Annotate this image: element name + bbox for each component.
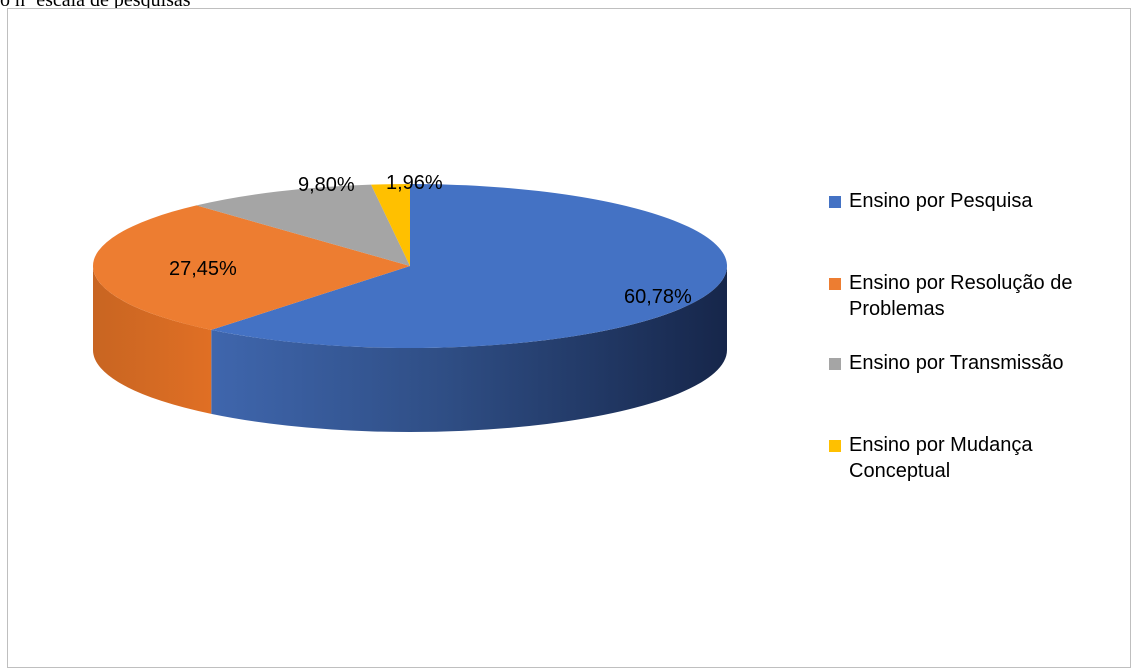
legend-label: Ensino por Resolução de Problemas <box>849 272 1073 320</box>
legend-label: Ensino por Transmissão <box>849 352 1064 374</box>
legend-swatch <box>829 196 841 208</box>
pie-slice-pesquisa <box>211 184 728 349</box>
pie-slice-transmissao <box>196 184 410 266</box>
pie-slice-pesquisa-side <box>211 266 727 432</box>
legend-swatch <box>829 440 841 452</box>
pie-slice-mudanca <box>371 184 410 266</box>
data-label-pesquisa: 60,78% <box>624 286 692 308</box>
page-top-text: o nº escala de pesquisas <box>0 0 191 11</box>
legend-label: Ensino por Mudança Conceptual <box>849 434 1033 482</box>
pie-slice-resolucao-side <box>92 266 212 414</box>
data-label-mudanca: 1,96% <box>386 172 443 194</box>
legend-swatch <box>829 358 841 370</box>
legend-swatch <box>829 278 841 290</box>
pie-slice-resolucao <box>92 205 410 330</box>
data-label-transmissao: 9,80% <box>298 174 355 196</box>
data-label-resolucao: 27,45% <box>169 258 237 280</box>
legend-label: Ensino por Pesquisa <box>849 190 1033 212</box>
